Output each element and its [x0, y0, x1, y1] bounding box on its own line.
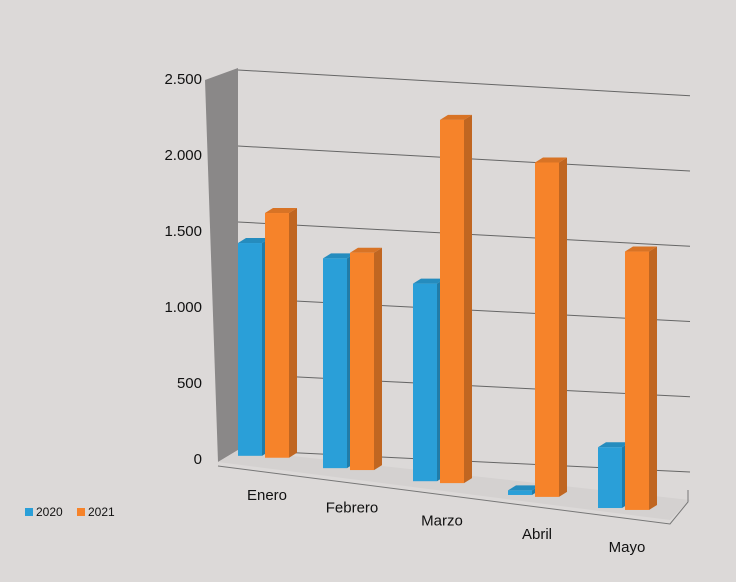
- bar-top: [598, 442, 630, 448]
- bar-top: [238, 238, 270, 244]
- legend-label: 2021: [88, 505, 115, 519]
- bar: [323, 258, 347, 469]
- bar: [508, 490, 532, 495]
- x-tick-label: Febrero: [326, 499, 379, 516]
- bar: [625, 251, 649, 510]
- bar: [413, 283, 437, 482]
- bar-top: [350, 247, 382, 253]
- y-tick-label: 2.000: [164, 147, 202, 164]
- bar: [265, 213, 289, 458]
- bar: [350, 252, 374, 471]
- bar-top: [440, 114, 472, 120]
- x-tick-label: Marzo: [421, 512, 463, 529]
- y-tick-label: 0: [194, 451, 202, 468]
- side-wall: [205, 68, 238, 462]
- y-tick-label: 1.500: [164, 223, 202, 240]
- legend-swatch: [77, 508, 85, 516]
- bar: [598, 447, 622, 509]
- bar-top: [413, 278, 445, 284]
- floor-edge: [217, 465, 689, 525]
- bar-side: [464, 114, 472, 484]
- grid-line: [237, 69, 691, 97]
- bar-side: [374, 247, 382, 471]
- bar: [440, 119, 464, 484]
- bar-side: [559, 157, 567, 497]
- bar-top: [535, 157, 567, 163]
- bar: [238, 243, 262, 456]
- y-tick-label: 1.000: [164, 299, 202, 316]
- bar-side: [289, 208, 297, 458]
- bar-top: [508, 485, 540, 491]
- legend-swatch: [25, 508, 33, 516]
- bar-top: [625, 246, 657, 252]
- bar-side: [649, 246, 657, 510]
- bar-top: [265, 208, 297, 214]
- bar: [535, 162, 559, 497]
- y-tick-label: 500: [177, 375, 202, 392]
- x-tick-label: Abril: [522, 526, 552, 543]
- x-tick-label: Mayo: [609, 539, 646, 556]
- bar-top: [323, 253, 355, 259]
- y-tick-label: 2.500: [164, 71, 202, 88]
- x-tick-label: Enero: [247, 487, 287, 504]
- legend-label: 2020: [36, 505, 63, 519]
